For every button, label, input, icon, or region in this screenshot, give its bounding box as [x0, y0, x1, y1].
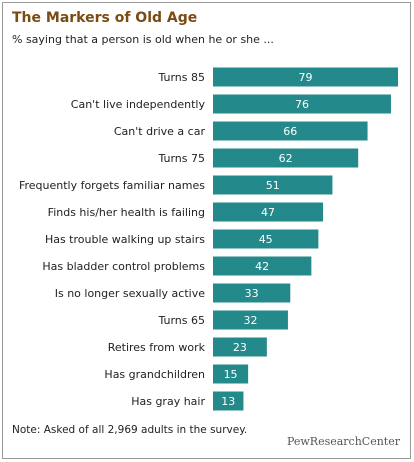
category-label: Frequently forgets familiar names [19, 179, 205, 192]
category-label: Is no longer sexually active [55, 287, 206, 300]
bar [213, 391, 244, 411]
chart-subtitle: % saying that a person is old when he or… [12, 33, 274, 46]
value-label: 76 [295, 98, 309, 111]
bar [213, 364, 249, 384]
bar [213, 256, 312, 276]
value-label: 13 [221, 395, 235, 408]
bar [213, 148, 359, 168]
category-label: Turns 65 [157, 314, 205, 327]
category-label: Has gray hair [131, 395, 205, 408]
bar [213, 175, 333, 195]
value-label: 79 [299, 71, 313, 84]
value-label: 23 [233, 341, 247, 354]
bar [213, 337, 267, 357]
bar [213, 229, 319, 249]
bar [213, 310, 288, 330]
bar [213, 202, 324, 222]
note: Note: Asked of all 2,969 adults in the s… [12, 424, 247, 436]
value-label: 51 [266, 179, 280, 192]
source: PewResearchCenter [287, 435, 401, 448]
value-label: 47 [261, 206, 275, 219]
category-label: Has bladder control problems [42, 260, 205, 273]
category-label: Has trouble walking up stairs [45, 233, 205, 246]
value-label: 42 [255, 260, 269, 273]
value-label: 62 [279, 152, 293, 165]
value-label: 66 [283, 125, 297, 138]
value-label: 15 [224, 368, 238, 381]
category-label: Finds his/her health is failing [48, 206, 205, 219]
value-label: 45 [259, 233, 273, 246]
category-label: Turns 85 [157, 71, 205, 84]
value-label: 32 [243, 314, 257, 327]
category-label: Can't drive a car [114, 125, 206, 138]
bar [213, 283, 291, 303]
bar [213, 67, 398, 87]
chart-title: The Markers of Old Age [12, 10, 197, 26]
value-label: 33 [245, 287, 259, 300]
category-label: Turns 75 [157, 152, 205, 165]
category-label: Can't live independently [71, 98, 206, 111]
category-label: Retires from work [108, 341, 206, 354]
bar [213, 121, 368, 141]
bar [213, 94, 391, 114]
category-label: Has grandchildren [104, 368, 205, 381]
